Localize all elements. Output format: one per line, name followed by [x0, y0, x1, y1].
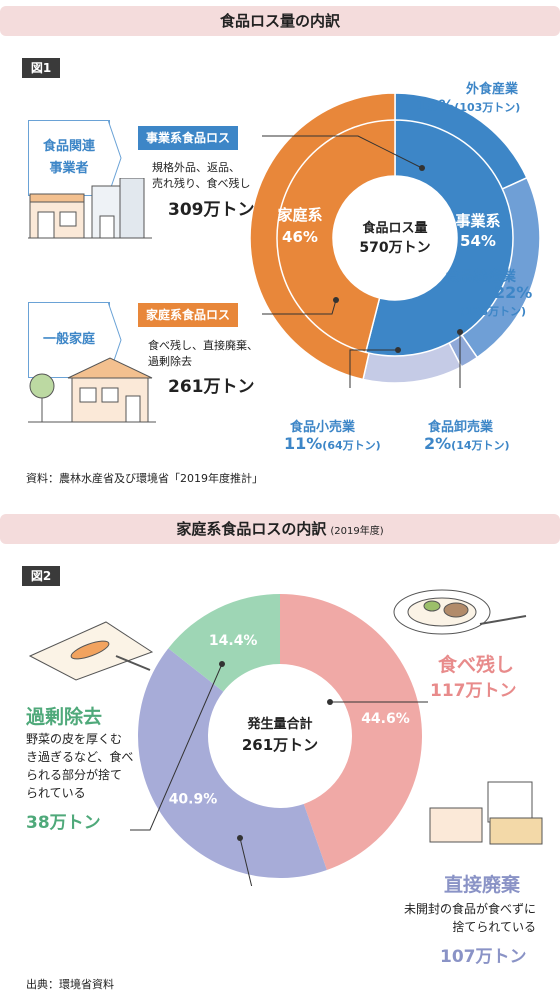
seizo-amount: (128万トン)	[460, 305, 527, 318]
chokusetsu-description: 未開封の食品が食べずに 捨てられている	[403, 902, 536, 934]
center-label-value: 570万トン	[359, 240, 430, 256]
figure1-title: 食品ロス量の内訳	[219, 12, 340, 30]
house-icon	[28, 357, 156, 423]
leader-household	[262, 299, 337, 315]
plate-leftovers-icon	[393, 589, 527, 635]
slice-2	[168, 594, 280, 692]
cutting-board-icon	[28, 621, 154, 681]
food-loss-donut-chart: 食品ロス量 570万トン 事業系 54% 家庭系 46%	[249, 92, 541, 388]
seizo-percent: 22%	[494, 283, 533, 302]
kouri-label: 食品小売業	[290, 420, 356, 435]
oroshi-value: 2%(14万トン)	[424, 434, 510, 453]
figure1-header: 食品ロス量の内訳	[0, 6, 560, 36]
tabenokoshi-amount: 117万トン	[430, 681, 517, 701]
household-loss-description: 食べ残し、直接廃棄、 過剰除去	[148, 339, 258, 368]
donut-hole	[334, 177, 456, 299]
business-loss-description: 規格外品、返品、 売れ残り、食べ残し	[152, 161, 251, 190]
unopened-food-icon	[429, 781, 543, 845]
seizo-label: 食品製造業	[446, 269, 516, 285]
kajo-description: 野菜の皮を厚くむ き過ぎるなど、食べ られる部分が捨て られている	[26, 732, 134, 800]
chokusetsu-label: 直接廃棄	[444, 874, 521, 896]
gaishoku-percent: 18%	[416, 96, 455, 115]
jigyo-label: 事業系	[455, 212, 500, 230]
gaishoku-value: 18%(103万トン)	[416, 96, 520, 115]
figure1-badge: 図1	[22, 58, 60, 78]
leader-business	[262, 135, 423, 169]
inner-slice-0	[364, 119, 514, 357]
slice-label-0: 44.6%	[361, 711, 410, 727]
slice-label-1: 40.9%	[169, 791, 218, 807]
household-category-box: 一般家庭	[28, 302, 110, 378]
oroshi-amount: (14万トン)	[451, 439, 510, 452]
kajo-label: 過剰除去	[26, 706, 103, 728]
leader-kouri	[349, 349, 398, 388]
business-category-label: 食品関連 事業者	[42, 139, 95, 176]
shop-building-icon	[28, 178, 152, 239]
leader-kajo	[130, 663, 223, 831]
kouri-amount: (64万トン)	[322, 439, 381, 452]
kouri-percent: 11%	[284, 434, 323, 453]
gaishoku-amount: (103万トン)	[454, 101, 521, 114]
household-loss-amount: 261万トン	[168, 377, 255, 397]
oroshi-percent: 2%	[424, 434, 452, 453]
figure2-source: 出典：環境省資料	[26, 978, 114, 991]
center-label-value: 261万トン	[242, 736, 318, 754]
figure2-header: 家庭系食品ロスの内訳 (2019年度)	[0, 514, 560, 544]
jigyo-percent: 54%	[460, 232, 496, 250]
inner-slice-1	[276, 119, 396, 354]
figure2-year: (2019年度)	[330, 526, 384, 537]
kouri-value: 11%(64万トン)	[284, 434, 381, 453]
slice-1	[137, 648, 327, 878]
gaishoku-label: 外食産業	[466, 82, 519, 97]
household-category-label: 一般家庭	[42, 332, 95, 347]
household-loss-donut-chart: 44.6% 40.9% 14.4% 発生量合計 261万トン	[130, 594, 428, 886]
leader-chokusetsu	[239, 837, 253, 886]
slice-0	[280, 594, 422, 871]
figure1-source: 資料：農林水産省及び環境省「2019年度推計」	[26, 472, 263, 485]
business-loss-tag: 事業系食品ロス	[138, 126, 239, 150]
tabenokoshi-label: 食べ残し	[438, 654, 515, 676]
katei-percent: 46%	[282, 228, 318, 246]
figure2-badge: 図2	[22, 566, 60, 586]
chevron-right-icon	[108, 120, 122, 196]
business-loss-amount: 309万トン	[168, 200, 255, 220]
figure2-title: 家庭系食品ロスの内訳	[176, 520, 327, 538]
slice-label-2: 14.4%	[209, 633, 258, 649]
oroshi-label: 食品卸売業	[428, 420, 494, 435]
household-loss-tag: 家庭系食品ロス	[138, 303, 239, 327]
chokusetsu-amount: 107万トン	[440, 947, 527, 967]
center-label-title: 発生量合計	[246, 716, 312, 732]
center-label-title: 食品ロス量	[362, 220, 427, 236]
kajo-amount: 38万トン	[26, 813, 101, 833]
katei-label: 家庭系	[277, 206, 322, 224]
